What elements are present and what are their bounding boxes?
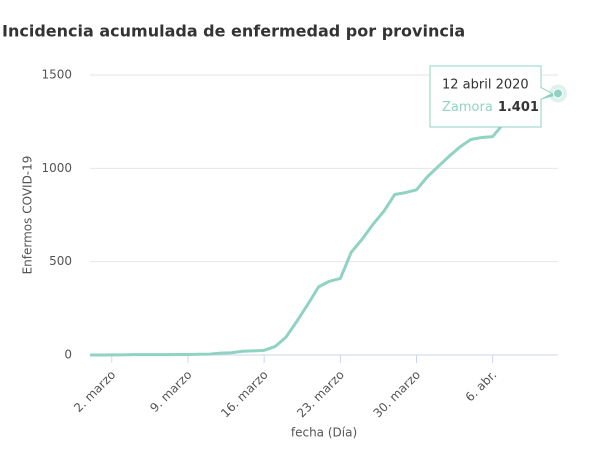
y-tick-label: 500 [49, 254, 72, 268]
x-tick-label: 30. marzo [370, 368, 423, 421]
chart-title: Incidencia acumulada de enfermedad por p… [2, 22, 465, 41]
x-tick-label: 6. abr. [463, 368, 500, 405]
x-axis-label: fecha (Día) [291, 426, 357, 440]
tooltip: 12 abril 2020 Zamora 1.401 [429, 65, 554, 128]
line [90, 92, 559, 357]
y-tick-label: 1500 [41, 68, 72, 82]
tooltip-series-name: Zamora [442, 100, 493, 115]
x-tick-label: 16. marzo [218, 368, 271, 421]
x-tick-label: 23. marzo [294, 368, 347, 421]
x-tick-label: 2. marzo [71, 368, 118, 415]
point [553, 88, 563, 99]
x-tick-label: 9. marzo [147, 368, 194, 415]
y-tick-label: 0 [64, 348, 72, 362]
y-axis-label: Enfermos COVID-19 [21, 156, 35, 275]
tooltip-title: 12 abril 2020 [442, 78, 529, 93]
y-tick-label: 1000 [41, 161, 72, 175]
tooltip-box [429, 65, 554, 128]
tooltip-value: 1.401 [498, 100, 539, 115]
tooltip-series: Zamora 1.401 [442, 100, 539, 115]
